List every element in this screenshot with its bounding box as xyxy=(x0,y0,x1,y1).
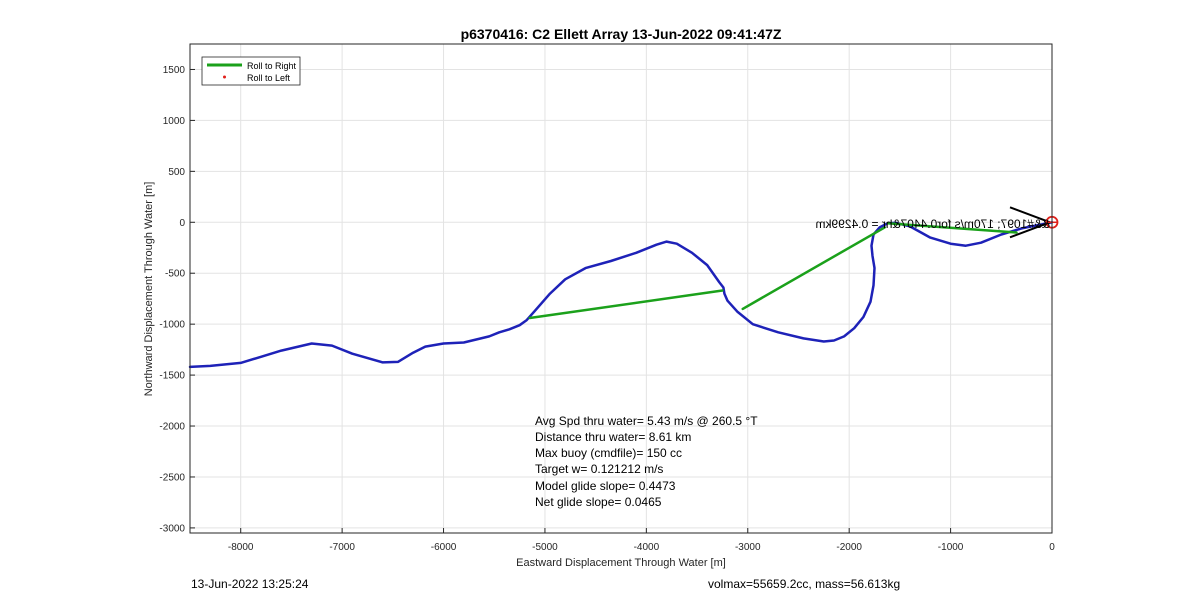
x-tick-label: -3000 xyxy=(735,542,761,553)
legend: Roll to Right Roll to Left xyxy=(201,56,301,86)
info-line-max-buoy: Max buoy (cmdfile)= 150 cc xyxy=(535,446,682,460)
x-tick-label: -8000 xyxy=(228,542,254,553)
y-tick-label: 1500 xyxy=(163,65,186,76)
legend-swatch-roll-left xyxy=(223,75,226,79)
series-layer xyxy=(188,221,1054,369)
series-line-3 xyxy=(886,222,1018,234)
x-tick-label: -6000 xyxy=(431,542,457,553)
plot-frame xyxy=(189,43,1053,534)
info-line-target-w: Target w= 0.121212 m/s xyxy=(535,462,663,476)
info-line-model-glide: Model glide slope= 0.4473 xyxy=(535,479,676,493)
x-tick-label: -1000 xyxy=(938,542,964,553)
y-tick-label: -3000 xyxy=(159,523,185,534)
chart-title: p6370416: C2 Ellett Array 13-Jun-2022 09… xyxy=(461,26,782,42)
x-tick-label: -5000 xyxy=(532,542,558,553)
footer-timestamp: 13-Jun-2022 13:25:24 xyxy=(191,577,309,591)
series-line-2 xyxy=(741,226,886,311)
y-axis-label: Northward Displacement Through Water [m] xyxy=(143,182,155,397)
mirrored-annotation: &&#1097; 170m/s for0.4407&hr = 0.4299km xyxy=(816,217,1051,231)
info-line-distance: Distance thru water= 8.61 km xyxy=(535,430,691,444)
x-tick-label: 0 xyxy=(1049,542,1055,553)
series-line-1 xyxy=(528,289,724,320)
info-line-net-glide: Net glide slope= 0.0465 xyxy=(535,495,662,509)
ticks: -8000 -7000 -6000 -5000 -4000 -3000 -2000 -1000… xyxy=(159,65,1055,553)
y-tick-label: -500 xyxy=(165,269,185,280)
x-tick-label: -2000 xyxy=(836,542,862,553)
info-block: Avg Spd thru water= 5.43 m/s @ 260.5 °T … xyxy=(535,414,758,509)
info-line-avg-speed: Avg Spd thru water= 5.43 m/s @ 260.5 °T xyxy=(535,414,758,428)
direction-arrow-upper xyxy=(1009,206,1051,224)
x-axis-label: Eastward Displacement Through Water [m] xyxy=(516,557,726,569)
legend-label-roll-right: Roll to Right xyxy=(247,61,297,71)
y-tick-label: -1000 xyxy=(159,320,185,331)
x-tick-label: -7000 xyxy=(329,542,355,553)
y-tick-label: -2000 xyxy=(159,422,185,433)
y-tick-label: 1000 xyxy=(163,116,186,127)
y-tick-label: 500 xyxy=(168,167,185,178)
y-tick-label: -2500 xyxy=(159,472,185,483)
x-tick-label: -4000 xyxy=(634,542,660,553)
footer-volmax-mass: volmax=55659.2cc, mass=56.613kg xyxy=(708,577,901,591)
y-tick-label: 0 xyxy=(179,218,185,229)
legend-label-roll-left: Roll to Left xyxy=(247,73,291,83)
direction-arrow-lower xyxy=(1009,221,1051,239)
y-tick-label: -1500 xyxy=(159,371,185,382)
series-line-0 xyxy=(188,221,1054,369)
plot-area xyxy=(190,44,1052,533)
